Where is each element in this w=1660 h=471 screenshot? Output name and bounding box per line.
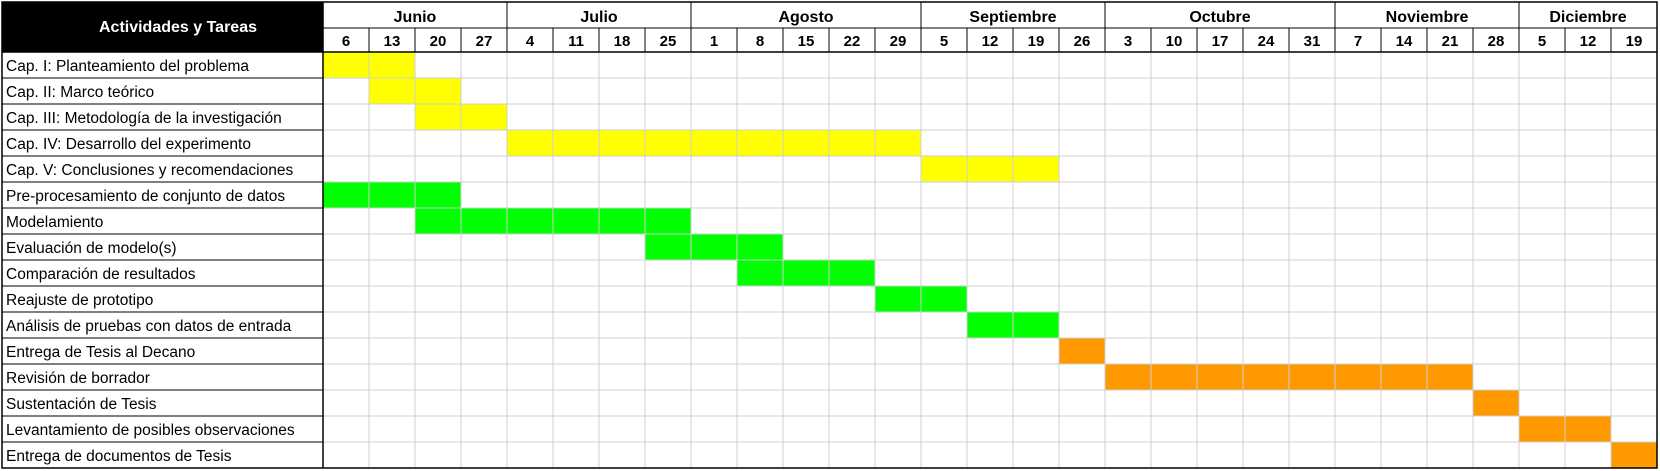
week-label: 24 bbox=[1258, 33, 1275, 50]
task-label: Revisión de borrador bbox=[6, 370, 150, 387]
month-label: Diciembre bbox=[1549, 9, 1626, 26]
week-label: 6 bbox=[342, 33, 350, 50]
week-label: 3 bbox=[1124, 33, 1132, 50]
month-label: Septiembre bbox=[969, 9, 1056, 26]
week-label: 17 bbox=[1212, 33, 1229, 50]
week-label: 7 bbox=[1354, 33, 1362, 50]
week-label: 1 bbox=[710, 33, 718, 50]
task-bar bbox=[645, 234, 783, 260]
chart-labels: Junio Julio Agosto Septiembre Octubre Noviemb… bbox=[6, 9, 1642, 465]
task-label: Comparación de resultados bbox=[6, 266, 196, 283]
task-bar bbox=[1473, 390, 1519, 416]
task-bar bbox=[1059, 338, 1105, 364]
week-label: 15 bbox=[798, 33, 815, 50]
task-label: Entrega de Tesis al Decano bbox=[6, 344, 195, 361]
task-bar bbox=[507, 130, 921, 156]
task-label: Sustentación de Tesis bbox=[6, 396, 157, 413]
week-label: 19 bbox=[1626, 33, 1643, 50]
week-label: 21 bbox=[1442, 33, 1459, 50]
header-activities-label: Actividades y Tareas bbox=[99, 19, 257, 36]
task-bar bbox=[1611, 442, 1657, 468]
header-activities-cell bbox=[2, 2, 323, 52]
week-label: 20 bbox=[430, 33, 447, 50]
week-label: 12 bbox=[1580, 33, 1597, 50]
task-label: Pre-procesamiento de conjunto de datos bbox=[6, 188, 285, 205]
week-label: 10 bbox=[1166, 33, 1183, 50]
task-label: Evaluación de modelo(s) bbox=[6, 240, 177, 257]
week-label: 18 bbox=[614, 33, 631, 50]
week-label: 31 bbox=[1304, 33, 1321, 50]
task-label: Reajuste de prototipo bbox=[6, 292, 153, 309]
task-label: Cap. I: Planteamiento del problema bbox=[6, 58, 249, 75]
task-label: Levantamiento de posibles observaciones bbox=[6, 422, 295, 439]
task-bar bbox=[737, 260, 875, 286]
task-bar bbox=[921, 156, 1059, 182]
week-label: 8 bbox=[756, 33, 764, 50]
week-label: 13 bbox=[384, 33, 401, 50]
task-label: Cap. III: Metodología de la investigació… bbox=[6, 110, 282, 127]
task-label: Análisis de pruebas con datos de entrada bbox=[6, 318, 292, 335]
task-label: Cap. II: Marco teórico bbox=[6, 84, 154, 101]
week-label: 14 bbox=[1396, 33, 1413, 50]
week-label: 25 bbox=[660, 33, 677, 50]
week-label: 27 bbox=[476, 33, 493, 50]
week-label: 4 bbox=[526, 33, 535, 50]
week-label: 22 bbox=[844, 33, 861, 50]
month-label: Noviembre bbox=[1386, 9, 1469, 26]
month-label: Junio bbox=[394, 9, 437, 26]
month-label: Octubre bbox=[1189, 9, 1250, 26]
week-label: 11 bbox=[568, 33, 584, 50]
week-label: 28 bbox=[1488, 33, 1505, 50]
task-label: Cap. V: Conclusiones y recomendaciones bbox=[6, 162, 293, 179]
week-label: 26 bbox=[1074, 33, 1091, 50]
week-label: 5 bbox=[940, 33, 948, 50]
task-bar bbox=[323, 182, 461, 208]
task-label: Cap. IV: Desarrollo del experimento bbox=[6, 136, 251, 153]
week-label: 29 bbox=[890, 33, 907, 50]
week-label: 12 bbox=[982, 33, 999, 50]
week-label: 5 bbox=[1538, 33, 1546, 50]
task-label: Modelamiento bbox=[6, 214, 103, 231]
week-label: 19 bbox=[1028, 33, 1045, 50]
task-label: Entrega de documentos de Tesis bbox=[6, 448, 232, 465]
month-label: Agosto bbox=[778, 9, 833, 26]
month-label: Julio bbox=[580, 9, 618, 26]
